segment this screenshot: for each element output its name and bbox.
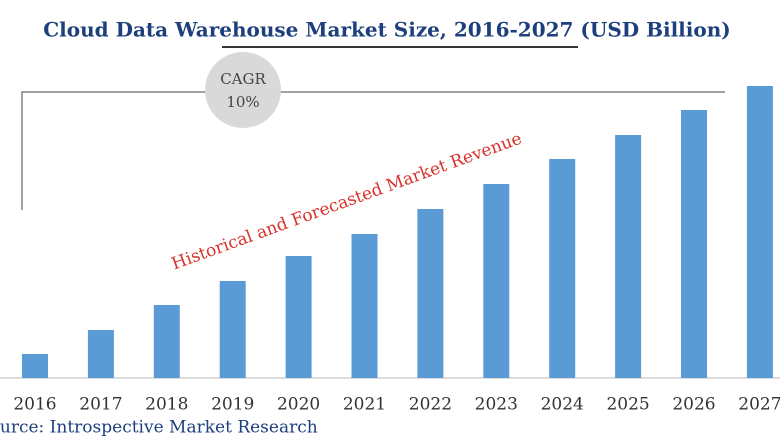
x-tick-label: 2020: [277, 395, 320, 415]
cagr-badge: [205, 52, 281, 128]
cagr-label: CAGR: [220, 70, 266, 88]
chart-title: Cloud Data Warehouse Market Size, 2016-2…: [43, 18, 730, 42]
annotation: Historical and Forecasted Market Revenue: [169, 129, 525, 275]
x-tick-label: 2026: [672, 395, 715, 415]
bar: [417, 209, 444, 378]
source: Source: Introspective Market Research: [0, 418, 318, 438]
x-tick-label: 2024: [541, 395, 584, 415]
x-tick-label: 2017: [79, 395, 122, 415]
bracket-line: [21, 91, 725, 210]
x-tick-label: 2019: [211, 395, 254, 415]
bar: [549, 159, 576, 378]
x-tick-label: 2022: [409, 395, 452, 415]
bar: [615, 135, 642, 378]
cagr-value: 10%: [226, 93, 259, 111]
bar: [681, 110, 707, 378]
bar: [351, 234, 378, 378]
x-tick-label: 2016: [13, 395, 56, 415]
x-tick-label: 2023: [475, 395, 518, 415]
bar: [219, 281, 246, 378]
bar: [153, 305, 180, 378]
bar: [746, 86, 773, 378]
bar: [483, 184, 510, 378]
x-tick-label: 2018: [145, 395, 188, 415]
bar: [285, 256, 312, 378]
bar: [22, 354, 48, 378]
bar: [87, 330, 114, 378]
x-tick-label: 2025: [606, 395, 649, 415]
x-tick-label: 2021: [343, 395, 386, 415]
x-tick-label: 2027: [738, 395, 780, 415]
